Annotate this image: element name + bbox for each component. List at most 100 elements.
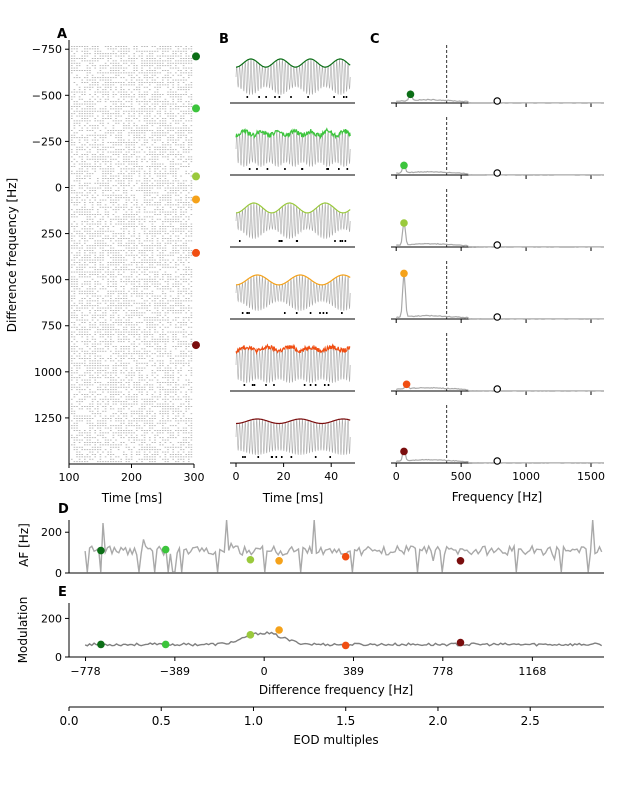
raster-spike <box>154 163 156 165</box>
raster-spike <box>120 185 122 187</box>
raster-spike <box>86 245 89 247</box>
raster-spike <box>188 403 190 405</box>
raster-spike <box>143 389 146 391</box>
raster-spike <box>164 146 167 148</box>
raster-spike <box>120 235 122 237</box>
raster-spike <box>185 91 187 93</box>
raster-spike <box>149 108 151 110</box>
raster-spike <box>97 406 99 407</box>
raster-spike <box>172 175 174 177</box>
raster-spike <box>156 55 159 57</box>
raster-spike <box>86 319 89 321</box>
raster-spike <box>128 362 130 364</box>
raster-spike <box>123 235 125 237</box>
raster-spike <box>149 422 151 424</box>
raster-spike <box>91 233 94 235</box>
raster-spike <box>185 406 187 407</box>
raster-spike <box>130 242 133 244</box>
raster-spike <box>146 410 148 412</box>
raster-spike <box>102 146 104 148</box>
raster-spike <box>138 250 141 251</box>
raster-spike <box>151 372 154 374</box>
raster-spike <box>78 197 81 199</box>
raster-spike <box>91 194 94 196</box>
raster-spike <box>78 300 81 302</box>
raster-spike <box>149 350 151 352</box>
raster-spike <box>180 70 182 71</box>
raster-spike <box>89 223 91 225</box>
raster-spike <box>104 79 107 81</box>
raster-spike <box>154 142 156 143</box>
raster-spike <box>169 206 172 208</box>
raster-spike <box>107 238 109 239</box>
raster-spike <box>81 408 83 410</box>
raster-spike <box>159 149 161 151</box>
raster-spike <box>185 62 187 64</box>
raster-spike <box>177 194 180 196</box>
raster-spike <box>146 346 148 347</box>
raster-spike <box>91 326 94 328</box>
raster-spike <box>125 106 128 107</box>
raster-spike <box>84 194 86 196</box>
raster-spike <box>162 329 164 331</box>
raster-spike <box>185 247 187 249</box>
raster-spike <box>146 113 148 115</box>
raster-spike <box>84 418 86 419</box>
raster-spike <box>190 439 193 441</box>
raster-spike <box>143 151 146 153</box>
raster-spike <box>94 170 96 172</box>
raster-spike <box>143 362 146 364</box>
raster-spike <box>120 89 122 91</box>
raster-spike <box>104 266 107 268</box>
raster-spike <box>78 264 81 266</box>
raster-spike <box>78 146 81 148</box>
raster-spike <box>110 358 112 359</box>
raster-spike <box>136 50 138 52</box>
raster-spike <box>89 377 91 379</box>
raster-spike <box>138 240 141 242</box>
raster-spike <box>123 218 125 220</box>
raster-spike <box>128 322 130 323</box>
raster-spike <box>138 180 141 182</box>
raster-spike <box>78 149 81 151</box>
raster-spike <box>185 290 187 292</box>
raster-spike <box>182 238 185 239</box>
raster-spike <box>164 108 167 110</box>
raster-spike <box>73 202 76 203</box>
raster-spike <box>136 98 138 100</box>
raster-spike <box>76 233 78 235</box>
raster-spike <box>73 446 76 448</box>
raster-spike <box>172 216 174 218</box>
raster-spike <box>185 322 187 323</box>
raster-spike <box>120 348 122 350</box>
raster-spike <box>123 413 125 415</box>
raster-spike <box>164 132 167 134</box>
raster-spike <box>110 118 112 119</box>
raster-spike <box>188 408 190 410</box>
raster-spike <box>110 427 112 429</box>
raster-spike <box>94 358 96 359</box>
raster-spike <box>73 67 76 69</box>
raster-spike <box>136 312 138 314</box>
raster-spike <box>128 226 130 227</box>
raster-spike <box>156 163 159 165</box>
raster-spike <box>169 437 172 439</box>
raster-spike <box>123 262 125 263</box>
raster-spike <box>117 324 120 326</box>
raster-spike <box>97 58 99 59</box>
raster-spike <box>81 158 83 160</box>
raster-spike <box>128 305 130 307</box>
raster-spike <box>115 115 117 117</box>
raster-spike <box>169 434 172 436</box>
raster-spike <box>180 74 182 76</box>
raster-spike <box>154 233 156 235</box>
raster-spike <box>102 398 104 400</box>
raster-spike <box>169 367 172 369</box>
raster-spike <box>162 120 164 122</box>
raster-spike <box>169 353 172 355</box>
raster-spike <box>151 379 154 381</box>
raster-spike <box>102 206 104 208</box>
raster-spike <box>73 240 76 242</box>
raster-spike <box>81 420 83 422</box>
raster-spike <box>125 242 128 244</box>
